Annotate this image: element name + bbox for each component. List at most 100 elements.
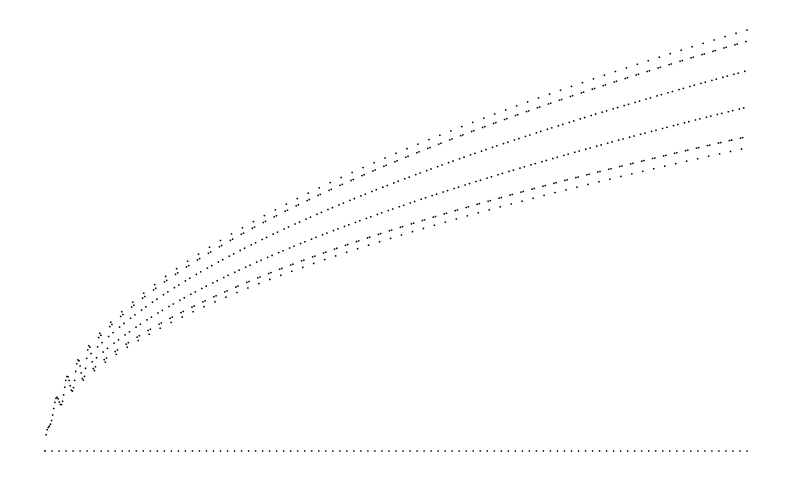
curve-point <box>299 242 302 245</box>
curve-point <box>380 211 383 214</box>
baseline-point <box>268 450 271 452</box>
curve-point <box>353 197 356 200</box>
baseline-point <box>324 450 327 452</box>
curve-point <box>428 138 430 141</box>
baseline-point <box>198 450 201 452</box>
curve-point <box>635 74 638 76</box>
curve-point <box>189 293 192 296</box>
curve-point <box>249 264 252 267</box>
curve-point <box>352 178 355 181</box>
curve-point <box>49 423 52 426</box>
baseline-point <box>310 450 313 452</box>
curve-point <box>598 180 600 183</box>
curve-point <box>618 165 621 168</box>
curve-point <box>697 146 700 149</box>
curve-point <box>492 122 495 125</box>
curve-point <box>403 177 406 180</box>
curve-point <box>562 154 565 157</box>
curve-point <box>455 218 458 220</box>
curve-point <box>582 91 585 94</box>
curve-point <box>271 254 273 257</box>
curve-point <box>273 215 276 218</box>
curve-point <box>243 247 246 250</box>
curve-point <box>712 50 714 53</box>
baseline-point <box>697 450 699 452</box>
curve-point <box>291 263 294 266</box>
curve-point <box>684 149 687 152</box>
curve-point <box>694 119 697 121</box>
curve-point <box>607 168 610 171</box>
baseline-point <box>458 450 461 452</box>
curve-point <box>727 110 730 113</box>
curve-point <box>206 267 209 270</box>
curve-point <box>374 169 377 171</box>
curve-point <box>81 377 84 380</box>
curve-point <box>701 53 703 56</box>
curve-point <box>568 121 571 124</box>
curve-point <box>308 198 311 201</box>
curve-point <box>294 223 296 225</box>
curve-point <box>402 204 405 207</box>
curve-point <box>503 118 506 121</box>
curve-point <box>236 291 238 294</box>
curve-point <box>216 279 219 282</box>
curve-point <box>409 202 412 204</box>
curve-point <box>372 170 374 172</box>
curve-point <box>171 316 174 319</box>
curve-point <box>632 162 634 165</box>
curve-point <box>150 316 153 319</box>
curve-point <box>434 215 437 218</box>
curve-point <box>493 113 496 115</box>
baseline-point <box>135 450 138 452</box>
curve-point <box>645 98 647 101</box>
curve-point <box>335 247 338 250</box>
curve-point <box>731 109 734 112</box>
baseline-point <box>500 450 503 452</box>
curve-point <box>276 231 279 234</box>
curve-point <box>89 346 91 349</box>
curve-point <box>689 85 691 88</box>
curve-point <box>200 287 203 290</box>
curve-point <box>570 85 573 88</box>
curve-point <box>205 285 208 288</box>
baseline-point <box>121 450 124 452</box>
curve-point <box>317 194 320 197</box>
baseline-point <box>647 450 650 452</box>
baseline-point <box>584 450 587 452</box>
curve-point <box>342 202 345 204</box>
curve-point <box>252 220 255 223</box>
curve-point <box>600 144 603 146</box>
curve-point <box>678 88 680 91</box>
curve-point <box>577 176 579 178</box>
curve-point <box>610 167 612 170</box>
curve-point <box>696 157 699 160</box>
baseline-point <box>521 450 524 452</box>
curve-point <box>649 96 652 99</box>
baseline-point <box>423 450 425 452</box>
curve-point <box>333 248 336 250</box>
curve-point <box>592 77 595 80</box>
curve-point <box>573 151 576 154</box>
curve-point <box>651 157 654 160</box>
baseline-point <box>346 450 348 452</box>
curve-point <box>574 176 577 179</box>
curve-point <box>644 132 646 135</box>
curve-point <box>377 233 380 236</box>
curve-point <box>315 236 317 239</box>
baseline-point <box>444 450 446 452</box>
curve-point <box>628 136 631 139</box>
curve-point <box>329 181 332 184</box>
curve-point <box>691 45 694 48</box>
curve-point <box>603 74 606 77</box>
curve-point <box>571 94 574 97</box>
curve-point <box>451 138 453 140</box>
curve-point <box>215 294 218 297</box>
curve-point <box>646 70 649 73</box>
curve-point <box>588 173 590 176</box>
curve-point <box>526 101 529 103</box>
curve-point <box>638 100 641 102</box>
curve-point <box>485 148 487 151</box>
curve-point <box>345 251 348 254</box>
curve-point <box>483 125 486 128</box>
